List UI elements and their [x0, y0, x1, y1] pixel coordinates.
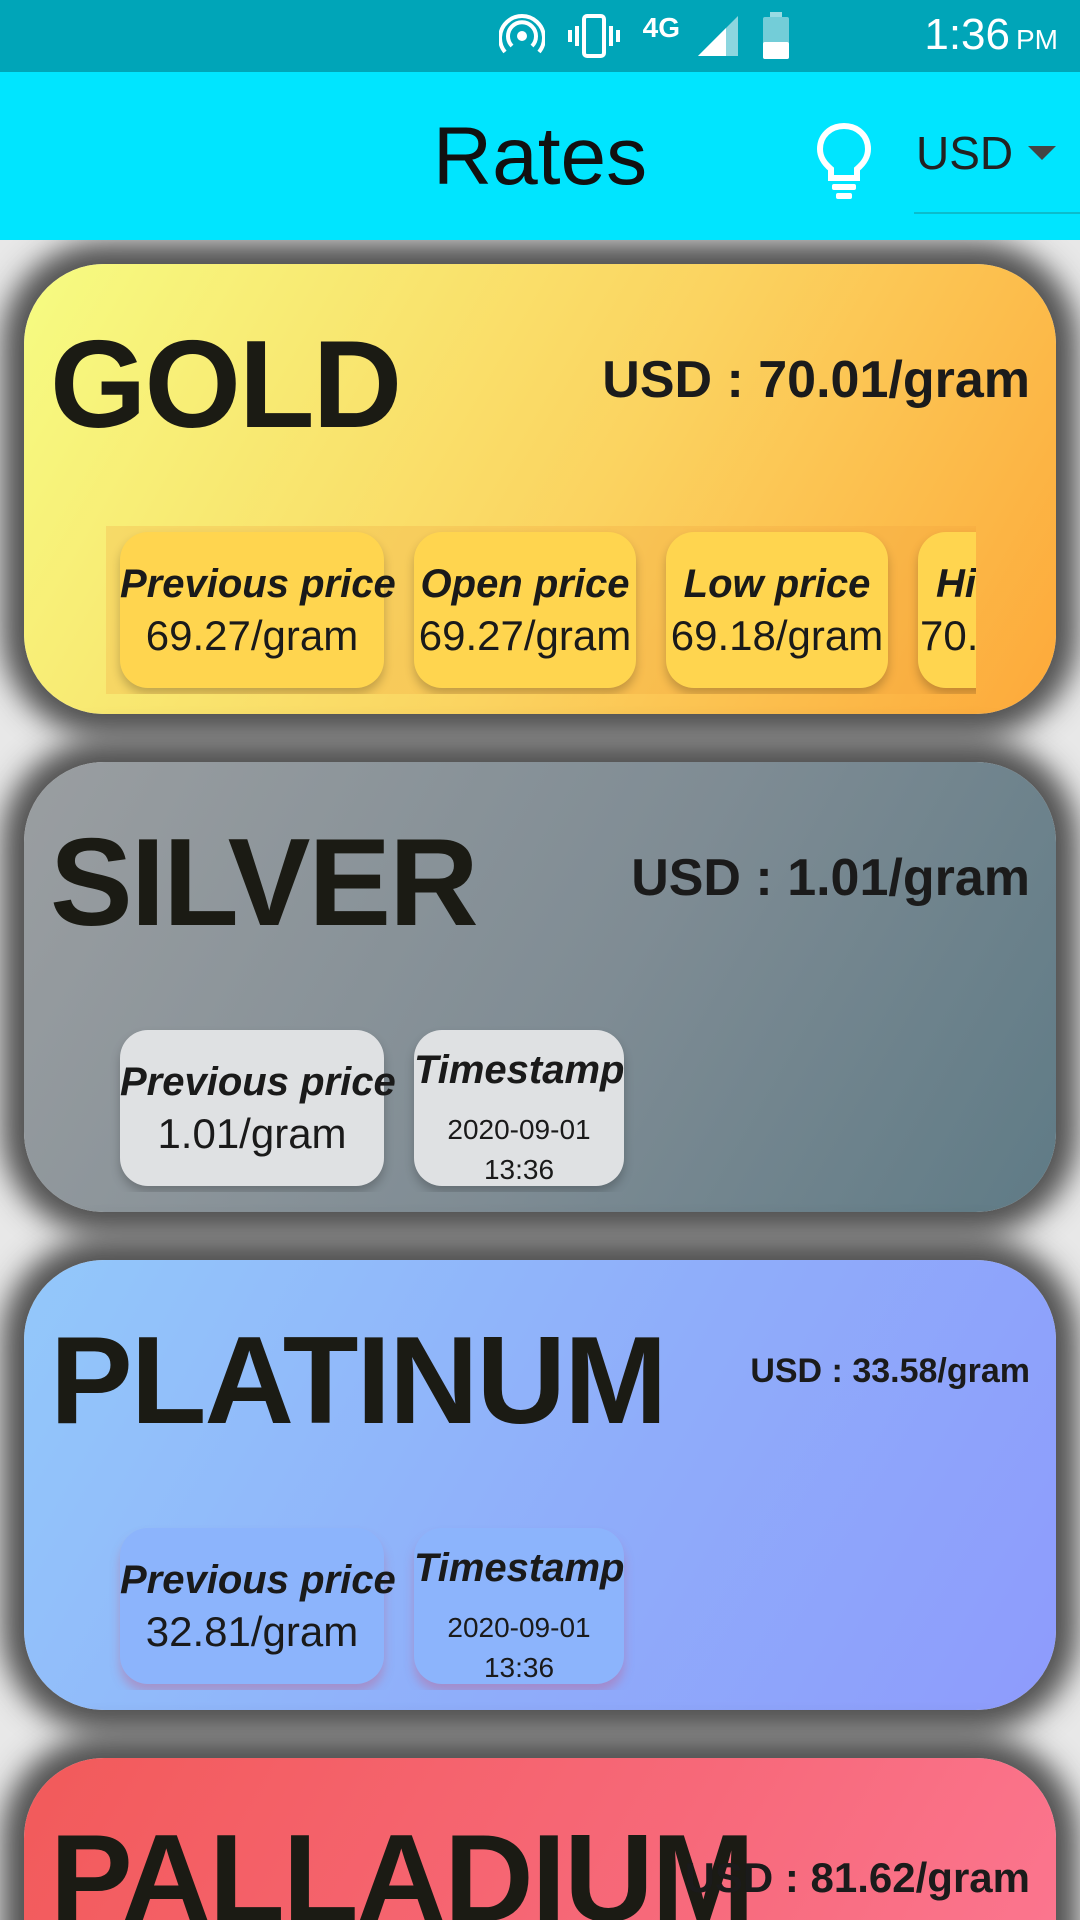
timestamp-chip: Timestamp 2020-09-01 13:36	[414, 1030, 624, 1186]
network-type: 4G	[642, 12, 680, 43]
metal-rate: USD : 81.62/gram	[684, 1854, 1030, 1901]
chip-label: Previous price	[120, 1558, 396, 1602]
chip-label: Open price	[420, 562, 630, 606]
price-chips-scroller[interactable]: Previous price 32.81/gram Timestamp 2020…	[106, 1522, 976, 1690]
previous-price-chip: Previous price 32.81/gram	[120, 1528, 396, 1684]
metal-rate: USD : 1.01/gram	[631, 849, 1030, 907]
chip-value: 70.	[920, 612, 976, 659]
chip-value: 1.01/gram	[157, 1110, 347, 1157]
chip-value: 69.27/gram	[418, 612, 632, 659]
open-price-chip: Open price 69.27/gram	[414, 532, 636, 688]
high-price-chip: Hi 70.	[918, 532, 976, 688]
chip-label: Previous price	[120, 1060, 396, 1104]
chip-label: Low price	[683, 562, 871, 606]
clock-ampm: PM	[1016, 24, 1058, 55]
chip-value: 2020-09-01 13:36	[447, 1612, 591, 1683]
metal-rate: USD : 70.01/gram	[602, 351, 1030, 409]
chevron-down-icon	[1028, 146, 1056, 160]
previous-price-chip: Previous price 1.01/gram	[120, 1030, 396, 1186]
metal-name: GOLD	[50, 316, 402, 454]
clock: 1:36 PM	[924, 10, 1058, 60]
signal-icon	[698, 16, 738, 56]
app-bar: Rates USD	[0, 72, 1080, 240]
low-price-chip: Low price 69.18/gram	[666, 532, 888, 688]
chip-label: Timestamp	[414, 1546, 625, 1590]
previous-price-chip: Previous price 69.27/gram	[120, 532, 396, 688]
metal-name: PALLADIUM	[50, 1810, 755, 1920]
battery-icon	[763, 12, 789, 59]
currency-value: USD	[916, 127, 1014, 179]
chip-label: Hi	[936, 562, 976, 606]
rates-list[interactable]: GOLD USD : 70.01/gram Previous price 69.…	[0, 240, 1080, 1920]
currency-dropdown[interactable]: USD	[914, 118, 1080, 214]
status-bar: 4G 1:36 PM	[0, 0, 1080, 72]
price-chips-scroller[interactable]: Previous price 69.27/gram Open price 69.…	[106, 526, 976, 694]
chip-value: 69.27/gram	[145, 612, 359, 659]
metal-name: PLATINUM	[50, 1312, 667, 1450]
gold-card[interactable]: GOLD USD : 70.01/gram Previous price 69.…	[24, 264, 1056, 714]
platinum-card[interactable]: PLATINUM USD : 33.58/gram Previous price…	[24, 1260, 1056, 1710]
vibrate-icon	[567, 14, 620, 58]
timestamp-chip: Timestamp 2020-09-01 13:36	[414, 1528, 624, 1684]
silver-card[interactable]: SILVER USD : 1.01/gram Previous price 1.…	[24, 762, 1056, 1212]
chip-label: Previous price	[120, 562, 396, 606]
hotspot-icon	[498, 14, 545, 54]
metal-rate: USD : 33.58/gram	[750, 1352, 1030, 1390]
status-icons: 4G	[498, 12, 790, 59]
page-title: Rates	[432, 111, 648, 202]
metal-name: SILVER	[50, 814, 479, 952]
chip-label: Timestamp	[414, 1048, 625, 1092]
chip-value: 69.18/gram	[670, 612, 884, 659]
lightbulb-icon[interactable]	[812, 120, 876, 200]
clock-time: 1:36	[924, 10, 1010, 59]
price-chips-scroller[interactable]: Previous price 1.01/gram Timestamp 2020-…	[106, 1024, 976, 1192]
chip-value: 2020-09-01 13:36	[447, 1114, 591, 1185]
chip-value: 32.81/gram	[145, 1608, 359, 1655]
palladium-card[interactable]: PALLADIUM USD : 81.62/gram	[24, 1758, 1056, 1920]
